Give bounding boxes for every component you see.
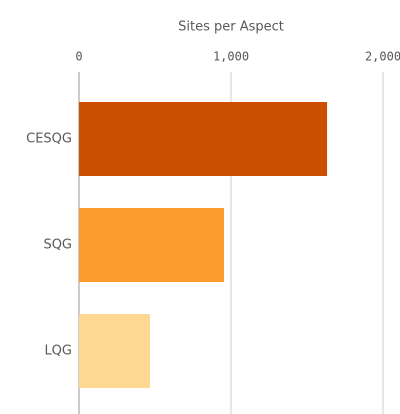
x-tick-label: 0 [75,50,82,64]
x-tick-label: 2,000 [365,50,400,64]
x-tick-label: 1,000 [213,50,249,64]
bar [79,102,328,176]
y-tick-label: SQG [43,238,72,253]
bar [79,208,225,282]
axis-title: Sites per Aspect [178,20,284,35]
y-tick-label: LQG [44,344,72,359]
bar [79,314,150,388]
y-tick-label: CESQG [26,132,72,147]
